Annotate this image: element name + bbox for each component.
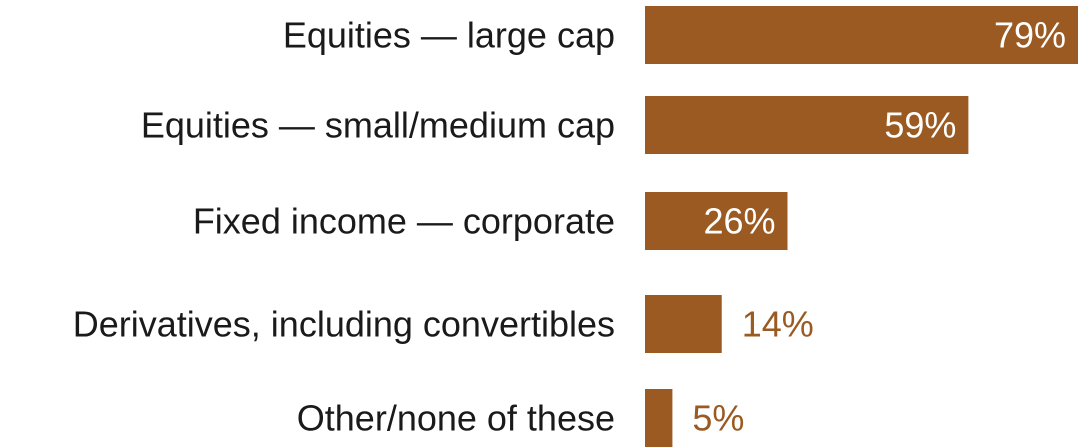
- value-label: 59%: [884, 105, 956, 146]
- category-label: Other/none of these: [297, 398, 615, 439]
- bar: [645, 295, 722, 353]
- bar: [645, 6, 1078, 64]
- category-label: Equities — large cap: [283, 15, 615, 56]
- value-label: 26%: [703, 201, 775, 242]
- value-label: 79%: [994, 15, 1066, 56]
- bar: [645, 96, 969, 154]
- category-label: Equities — small/medium cap: [141, 105, 615, 146]
- category-label: Derivatives, including convertibles: [73, 304, 615, 345]
- value-label: 5%: [692, 398, 744, 439]
- value-label: 14%: [742, 304, 814, 345]
- category-label: Fixed income — corporate: [193, 201, 615, 242]
- bar: [645, 389, 673, 447]
- bar: [645, 192, 788, 250]
